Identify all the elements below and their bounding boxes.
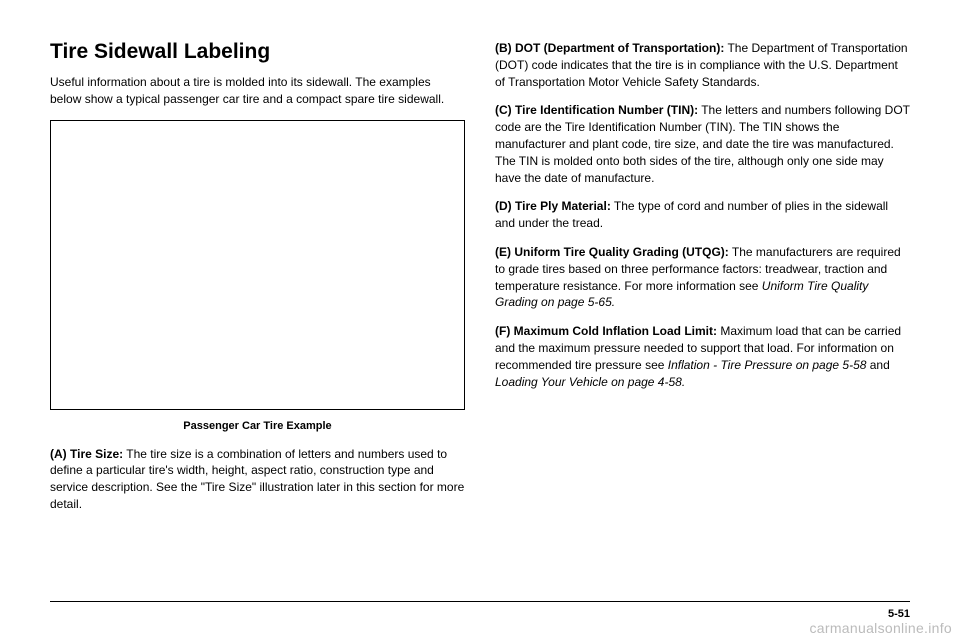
para-label: (A) Tire Size:	[50, 447, 123, 461]
figure-placeholder	[50, 120, 465, 410]
para-italic: Loading Your Vehicle on page 4-58.	[495, 375, 685, 389]
paragraph-e: (E) Uniform Tire Quality Grading (UTQG):…	[495, 244, 910, 311]
section-heading: Tire Sidewall Labeling	[50, 40, 465, 64]
para-italic: Inflation - Tire Pressure on page 5-58	[668, 358, 867, 372]
para-label: (D) Tire Ply Material:	[495, 199, 611, 213]
page-content: Tire Sidewall Labeling Useful informatio…	[50, 40, 910, 580]
para-text: and	[866, 358, 889, 372]
paragraph-a: (A) Tire Size: The tire size is a combin…	[50, 446, 465, 513]
para-label: (C) Tire Identification Number (TIN):	[495, 103, 698, 117]
footer-rule	[50, 601, 910, 602]
para-label: (E) Uniform Tire Quality Grading (UTQG):	[495, 245, 729, 259]
watermark-text: carmanualsonline.info	[810, 620, 953, 636]
intro-paragraph: Useful information about a tire is molde…	[50, 74, 465, 108]
paragraph-c: (C) Tire Identification Number (TIN): Th…	[495, 102, 910, 186]
paragraph-b: (B) DOT (Department of Transportation): …	[495, 40, 910, 90]
left-column: Tire Sidewall Labeling Useful informatio…	[50, 40, 465, 580]
paragraph-f: (F) Maximum Cold Inflation Load Limit: M…	[495, 323, 910, 390]
para-label: (F) Maximum Cold Inflation Load Limit:	[495, 324, 717, 338]
paragraph-d: (D) Tire Ply Material: The type of cord …	[495, 198, 910, 232]
page-number: 5-51	[888, 608, 910, 620]
right-column: (B) DOT (Department of Transportation): …	[495, 40, 910, 580]
figure-caption: Passenger Car Tire Example	[50, 420, 465, 432]
para-label: (B) DOT (Department of Transportation):	[495, 41, 724, 55]
